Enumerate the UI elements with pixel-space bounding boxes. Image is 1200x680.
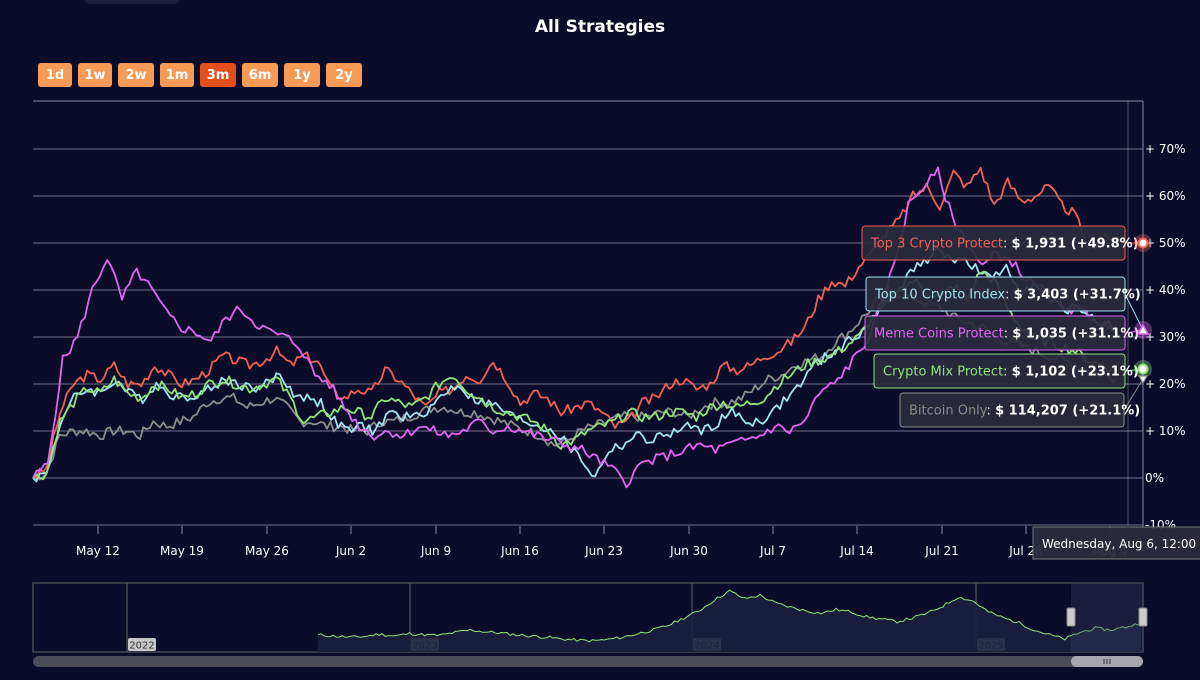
tooltip-colon: : — [1003, 237, 1012, 252]
x-tick-label: May 19 — [160, 544, 204, 558]
date-tooltip: Wednesday, Aug 6, 12:00 PM-0 — [1032, 526, 1200, 560]
mix-marker — [1137, 363, 1149, 375]
range-button-1m[interactable]: 1m — [160, 63, 194, 87]
y-tick-label: + 30% — [1145, 330, 1186, 344]
tooltip-colon: : — [1003, 365, 1012, 380]
series-line — [32, 166, 1117, 480]
tooltip-series-value: $ 3,403 (+31.7%) — [1014, 288, 1141, 303]
y-tick-label: + 20% — [1145, 377, 1186, 391]
tooltip-colon: : — [987, 404, 996, 419]
series-line — [32, 166, 1117, 489]
tooltip-connector — [1124, 293, 1144, 331]
top-tab — [84, 0, 180, 4]
x-tick-label: May 12 — [76, 544, 120, 558]
navigator-year-label: 2022 — [129, 641, 154, 652]
tooltip-bitcoin-only: Bitcoin Only: $ 114,207 (+21.1%) — [899, 378, 1144, 428]
tooltip-text: Top 3 Crypto Protect: $ 1,931 (+49.8%) — [870, 237, 1139, 252]
navigator-line — [317, 589, 1142, 643]
tooltip-box — [899, 392, 1125, 428]
tooltip-text: Bitcoin Only: $ 114,207 (+21.1%) — [909, 404, 1140, 419]
range-selector: 1d 1w 2w 1m 3m 6m 1y 2y — [38, 63, 362, 87]
y-tick-label: + 10% — [1145, 424, 1186, 438]
x-tick-label: Jun 23 — [584, 544, 623, 558]
x-tick-label: Jul 7 — [759, 544, 786, 558]
tooltip-series-value: $ 1,931 (+49.8%) — [1012, 237, 1139, 252]
tooltip-text: Meme Coins Protect: $ 1,035 (+31.1%) — [874, 327, 1139, 342]
tooltip-crypto-mix-protect: Crypto Mix Protect: $ 1,102 (+23.1%) — [873, 353, 1144, 389]
tooltip-box — [864, 315, 1126, 351]
y-tick-label: + 50% — [1145, 236, 1186, 250]
navigator-selection[interactable] — [1071, 583, 1143, 652]
tooltip-series-name: Crypto Mix Protect — [883, 365, 1003, 380]
tooltip-top-3-crypto-protect: Top 3 Crypto Protect: $ 1,931 (+49.8%) — [861, 225, 1143, 261]
range-button-6m[interactable]: 6m — [242, 63, 278, 87]
tooltip-series-value: $ 1,035 (+31.1%) — [1012, 327, 1139, 342]
tooltip-box — [873, 353, 1126, 389]
navigator-handle[interactable] — [1066, 607, 1076, 627]
y-tick-label: + 40% — [1145, 283, 1186, 297]
navigator-label-bg — [128, 638, 156, 651]
page-title: All Strategies — [534, 17, 666, 37]
tooltip-connector — [1123, 378, 1144, 411]
range-button-2w[interactable]: 2w — [118, 63, 154, 87]
y-tick-label: + 60% — [1145, 189, 1186, 203]
y-tick-label: 0% — [1145, 471, 1164, 485]
tooltip-box — [865, 276, 1126, 312]
y-tick-label: + 70% — [1145, 142, 1186, 156]
top3-marker — [1137, 237, 1149, 249]
tooltip-series-name: Meme Coins Protect — [874, 327, 1004, 342]
meme-marker — [1136, 323, 1150, 335]
tooltip-colon: : — [1004, 327, 1013, 342]
x-tick-label: Jun 16 — [500, 544, 539, 558]
range-button-1w[interactable]: 1w — [78, 63, 112, 87]
tooltip-text: Crypto Mix Protect: $ 1,102 (+23.1%) — [883, 365, 1139, 380]
x-tick-label: Jun 9 — [420, 544, 451, 558]
tooltip-series-name: Top 3 Crypto Protect — [870, 237, 1003, 252]
scrollbar-track[interactable] — [33, 656, 1143, 667]
navigator-area — [318, 590, 1141, 652]
tooltip-text: Top 10 Crypto Index: $ 3,403 (+31.7%) — [874, 288, 1141, 303]
range-button-3m[interactable]: 3m — [200, 63, 236, 87]
x-tick-label: Jul 14 — [839, 544, 874, 558]
tooltip-box — [861, 225, 1126, 261]
btc-marker — [1137, 375, 1149, 385]
date-tooltip-text: Wednesday, Aug 6, 12:00 PM-0 — [1042, 537, 1200, 551]
tooltip-series-value: $ 114,207 (+21.1%) — [995, 404, 1140, 419]
range-button-1y[interactable]: 1y — [284, 63, 320, 87]
tooltip-series-value: $ 1,102 (+23.1%) — [1012, 365, 1139, 380]
tooltip-top-10-crypto-index: Top 10 Crypto Index: $ 3,403 (+31.7%) — [865, 276, 1144, 331]
navigator-handle[interactable] — [1138, 607, 1148, 627]
x-tick-label: Jul 21 — [924, 544, 959, 558]
x-tick-label: Jun 2 — [335, 544, 366, 558]
tooltip-meme-coins-protect: Meme Coins Protect: $ 1,035 (+31.1%) — [864, 315, 1144, 351]
range-button-2y[interactable]: 2y — [326, 63, 362, 87]
tooltip-series-name: Top 10 Crypto Index — [874, 288, 1005, 303]
x-tick-label: Jun 30 — [669, 544, 708, 558]
range-button-1d[interactable]: 1d — [38, 63, 72, 87]
x-tick-label: May 26 — [245, 544, 289, 558]
tooltip-colon: : — [1005, 288, 1014, 303]
date-tooltip-box — [1032, 526, 1200, 560]
tooltip-series-name: Bitcoin Only — [909, 404, 988, 419]
